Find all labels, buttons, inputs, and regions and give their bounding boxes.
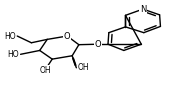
Text: OH: OH — [78, 63, 90, 72]
Text: N: N — [140, 5, 146, 14]
Text: O: O — [64, 31, 70, 40]
Text: HO: HO — [4, 31, 16, 40]
Text: O: O — [95, 40, 101, 49]
Text: OH: OH — [40, 66, 51, 75]
Text: HO: HO — [7, 50, 19, 59]
